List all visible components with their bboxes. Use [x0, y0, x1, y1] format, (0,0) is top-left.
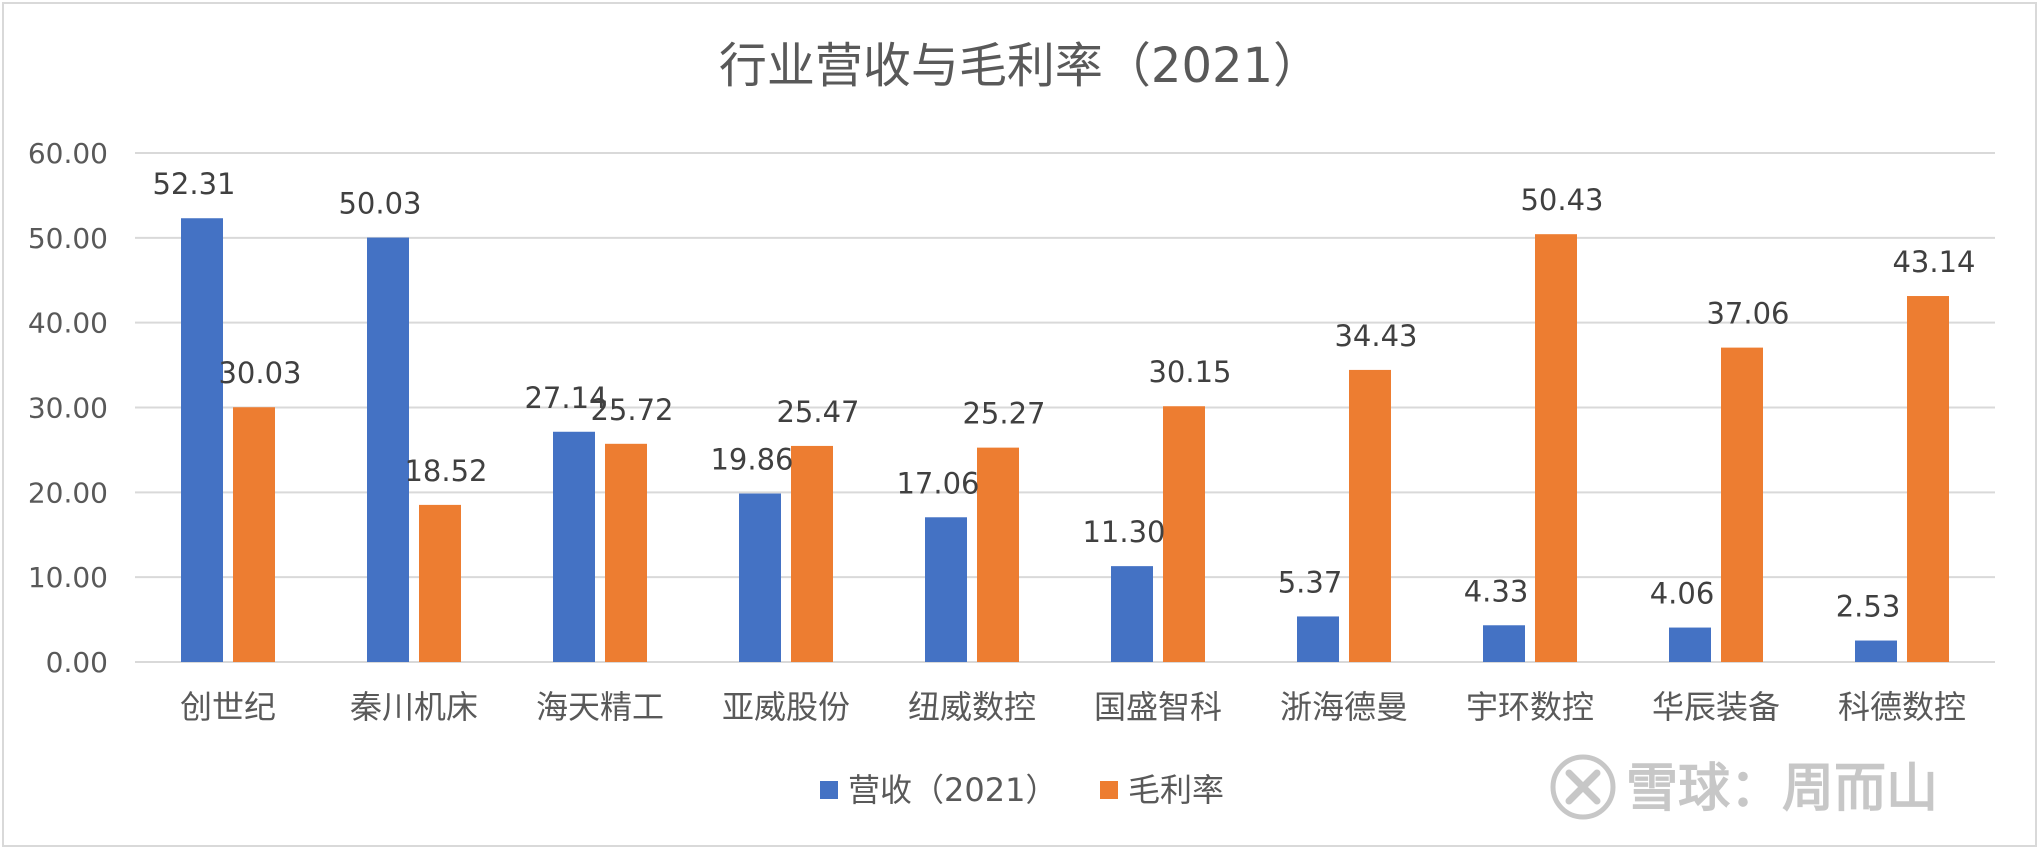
revenue-bar — [553, 431, 595, 662]
revenue-bar — [1669, 627, 1711, 662]
legend-revenue-swatch — [820, 781, 838, 799]
revenue-data-label: 11.30 — [1082, 515, 1165, 549]
watermark-text: 雪球：周而山 — [1626, 759, 1938, 819]
legend-margin-label: 毛利率 — [1128, 771, 1224, 809]
y-tick-label: 30.00 — [28, 392, 108, 425]
x-tick-label: 纽威数控 — [908, 688, 1036, 726]
y-tick-label: 50.00 — [28, 222, 108, 255]
x-tick-label: 浙海德曼 — [1280, 688, 1408, 726]
margin-bar — [1535, 234, 1577, 663]
legend-revenue-label: 营收（2021） — [848, 771, 1057, 809]
revenue-data-label: 4.06 — [1650, 577, 1715, 611]
margin-data-label: 25.72 — [590, 393, 673, 427]
y-axis-ticks: 0.00 10.00 20.00 30.00 40.00 50.00 60.00 — [28, 137, 108, 679]
margin-bar — [1907, 296, 1949, 662]
y-tick-label: 40.00 — [28, 307, 108, 340]
revenue-data-label: 50.03 — [338, 187, 421, 221]
revenue-bar — [1483, 625, 1525, 662]
y-tick-label: 20.00 — [28, 476, 108, 509]
revenue-data-label: 52.31 — [152, 167, 235, 201]
watermark: 雪球：周而山 — [1550, 754, 1938, 820]
revenue-data-label: 27.14 — [524, 381, 607, 415]
grid-lines — [135, 152, 1995, 663]
chart-title: 行业营收与毛利率（2021） — [719, 38, 1321, 94]
margin-bar — [1349, 369, 1391, 662]
y-tick-label: 0.00 — [46, 646, 108, 679]
snowball-logo-icon — [1550, 754, 1616, 820]
legend: 营收（2021） 毛利率 — [820, 771, 1224, 809]
revenue-bar — [1297, 616, 1339, 662]
margin-bar — [1721, 347, 1763, 662]
x-axis-ticks: 创世纪 秦川机床 海天精工 亚威股份 纽威数控 国盛智科 浙海德曼 宇环数控 华辰装备 科德数控 — [180, 688, 1966, 726]
revenue-bar — [181, 218, 223, 663]
x-tick-label: 海天精工 — [536, 688, 664, 726]
margin-data-label: 34.43 — [1334, 319, 1417, 353]
legend-margin-swatch — [1100, 781, 1118, 799]
y-tick-label: 10.00 — [28, 561, 108, 594]
revenue-data-label: 4.33 — [1464, 574, 1529, 608]
margin-data-label: 50.43 — [1520, 183, 1603, 217]
revenue-bar — [367, 237, 409, 662]
margin-data-label: 18.52 — [404, 454, 487, 488]
revenue-bar — [925, 517, 967, 662]
margin-data-label: 25.27 — [962, 397, 1045, 431]
x-tick-label: 创世纪 — [180, 688, 276, 726]
revenue-bar — [1111, 566, 1153, 662]
margin-bar — [233, 407, 275, 662]
x-tick-label: 秦川机床 — [350, 688, 478, 726]
revenue-data-label: 19.86 — [710, 443, 793, 477]
revenue-bar — [739, 493, 781, 662]
revenue-data-label: 5.37 — [1278, 565, 1343, 599]
revenue-data-label: 2.53 — [1836, 590, 1901, 624]
bar-marks — [181, 218, 1949, 663]
margin-data-label: 25.47 — [776, 395, 859, 429]
margin-bar — [1163, 406, 1205, 662]
x-tick-label: 科德数控 — [1838, 688, 1966, 726]
x-tick-label: 国盛智科 — [1094, 688, 1222, 726]
margin-bar — [791, 445, 833, 662]
y-tick-label: 60.00 — [28, 137, 108, 170]
margin-bar — [605, 443, 647, 662]
margin-data-label: 37.06 — [1706, 297, 1789, 331]
margin-data-label: 30.03 — [218, 356, 301, 390]
x-tick-label: 华辰装备 — [1652, 688, 1780, 726]
margin-data-label: 43.14 — [1892, 245, 1975, 279]
revenue-data-label: 17.06 — [896, 466, 979, 500]
margin-bar — [977, 447, 1019, 662]
margin-bar — [419, 504, 461, 662]
revenue-bar — [1855, 640, 1897, 662]
margin-data-label: 30.15 — [1148, 355, 1231, 389]
x-tick-label: 宇环数控 — [1466, 688, 1594, 726]
x-tick-label: 亚威股份 — [722, 688, 850, 726]
